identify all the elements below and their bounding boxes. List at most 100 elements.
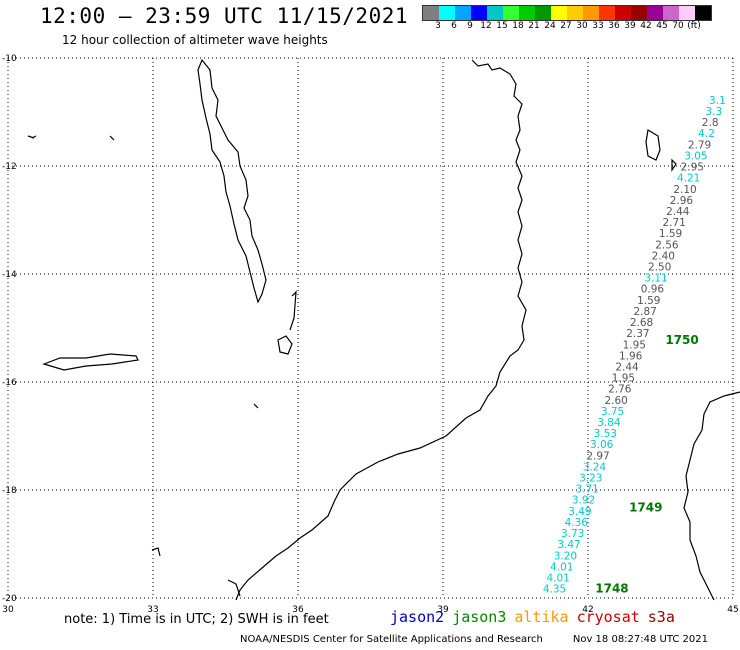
color-scale-tick: 24 <box>544 21 556 31</box>
madagascar-coast <box>683 391 740 601</box>
swh-value: 1.95 <box>612 373 635 385</box>
coastline-mainland <box>235 59 527 601</box>
islet <box>227 579 241 597</box>
satellite-legend: jason2 jason3 altika cryosat s3a <box>390 608 683 626</box>
color-scale-tick: 39 <box>624 21 636 31</box>
color-swatch <box>631 6 647 20</box>
footer-credit: NOAA/NESDIS Center for Satellite Applica… <box>240 634 708 645</box>
color-scale-tick: 6 <box>451 21 457 31</box>
swh-value: 3.06 <box>590 439 614 451</box>
swh-value: 4.35 <box>543 584 566 596</box>
color-swatch <box>663 6 679 20</box>
y-tick-label: -18 <box>2 486 17 496</box>
coastline <box>27 58 740 601</box>
y-tick-label: -14 <box>2 270 17 280</box>
color-scale-tick: 45 <box>656 21 668 31</box>
color-swatch <box>471 6 487 20</box>
color-scale-tick: 27 <box>560 21 572 31</box>
color-scale-tick: 70 <box>672 21 684 31</box>
note-text: note: 1) Time is in UTC; 2) SWH is in fe… <box>64 612 329 627</box>
color-scale-tick: 36 <box>608 21 620 31</box>
color-scale-tick: 42 <box>640 21 652 31</box>
swh-value: 4.01 <box>550 561 573 573</box>
color-scale-tick: 12 <box>480 21 492 31</box>
map-axis-labels: 30 33 36 39 42 45 -10 -12 -14 -16 -18 -20 <box>2 54 739 615</box>
color-swatch <box>423 6 439 20</box>
page-title: 12:00 – 23:59 UTC 11/15/2021 <box>40 4 409 28</box>
color-swatch <box>583 6 599 20</box>
swh-value: 3.20 <box>554 550 577 562</box>
swh-value: 3.24 <box>583 461 607 473</box>
swh-value: 2.96 <box>670 195 694 207</box>
color-swatch <box>567 6 583 20</box>
satellite-altika: altika <box>514 608 569 626</box>
swh-labels: 3.13.32.84.22.793.052.954.212.102.962.44… <box>543 95 726 596</box>
pass-label: 1749 <box>629 501 662 515</box>
swh-value: 1.59 <box>659 228 682 240</box>
x-tick-label: 45 <box>727 605 738 615</box>
color-scale-tick: 33 <box>592 21 604 31</box>
y-tick-label: -20 <box>2 594 17 604</box>
lake-kariba <box>42 353 139 371</box>
satellite-jason2: jason2 <box>390 608 445 626</box>
color-swatch <box>439 6 455 20</box>
color-scale-tick: 30 <box>576 21 588 31</box>
swh-value: 3.49 <box>568 506 591 518</box>
color-scale-legend: 3 6 9 12 15 18 21 24 27 30 33 36 39 42 45 70 (ft) <box>422 5 712 31</box>
swh-value: 3.92 <box>572 495 595 507</box>
color-scale-tick: 9 <box>467 21 473 31</box>
color-swatch <box>647 6 663 20</box>
swh-value: 4.01 <box>546 572 569 584</box>
swh-value: 1.59 <box>637 295 660 307</box>
swh-value: 2.44 <box>615 361 639 373</box>
swh-value: 2.95 <box>681 162 704 174</box>
swh-value: 2.71 <box>662 217 685 229</box>
pass-label: 1748 <box>595 582 628 596</box>
color-scale-tick: 3 <box>435 21 441 31</box>
swh-value: 4.21 <box>677 173 700 185</box>
credit-text: NOAA/NESDIS Center for Satellite Applica… <box>240 634 543 645</box>
swh-value: 2.56 <box>655 239 679 251</box>
swh-value: 2.76 <box>608 384 632 396</box>
satellite-s3a: s3a <box>647 608 675 626</box>
swh-value: 2.37 <box>626 328 649 340</box>
color-scale-tick: (ft) <box>687 21 701 31</box>
comoros-island <box>645 129 661 161</box>
color-swatch <box>503 6 519 20</box>
islet <box>253 403 259 409</box>
pass-labels: 1750 1749 1748 <box>595 333 698 595</box>
color-swatch <box>455 6 471 20</box>
timestamp-text: Nov 18 08:27:48 UTC 2021 <box>572 634 709 645</box>
x-tick-label: 33 <box>147 605 158 615</box>
color-scale-tick: 15 <box>496 21 508 31</box>
color-swatch <box>487 6 503 20</box>
swh-value: 3.84 <box>597 417 621 429</box>
color-swatch <box>695 6 711 20</box>
swh-value: 3.53 <box>594 428 617 440</box>
color-scale-ticks: 3 6 9 12 15 18 21 24 27 30 33 36 39 42 45 70 (ft) <box>430 21 712 31</box>
swh-value: 1.95 <box>623 339 646 351</box>
islet <box>151 547 161 557</box>
color-swatch <box>599 6 615 20</box>
color-swatch <box>535 6 551 20</box>
color-scale-swatches <box>422 5 712 21</box>
shire-river <box>289 290 297 331</box>
y-tick-label: -16 <box>2 378 17 388</box>
color-swatch <box>519 6 535 20</box>
color-swatch <box>679 6 695 20</box>
map-grid <box>7 57 734 599</box>
x-tick-label: 36 <box>292 605 304 615</box>
islet <box>109 135 115 141</box>
swh-value: 2.44 <box>666 206 690 218</box>
x-tick-label: 42 <box>582 605 593 615</box>
swh-value: 4.2 <box>698 128 715 140</box>
y-tick-label: -10 <box>2 54 17 64</box>
swh-value: 2.79 <box>688 139 711 151</box>
swh-value: 3.47 <box>557 539 580 551</box>
swh-value: 3.23 <box>579 473 602 485</box>
swh-value: 3.3 <box>705 106 722 118</box>
swh-value: 2.50 <box>648 262 671 274</box>
color-scale-tick: 18 <box>512 21 524 31</box>
swh-value: 2.68 <box>630 317 653 329</box>
